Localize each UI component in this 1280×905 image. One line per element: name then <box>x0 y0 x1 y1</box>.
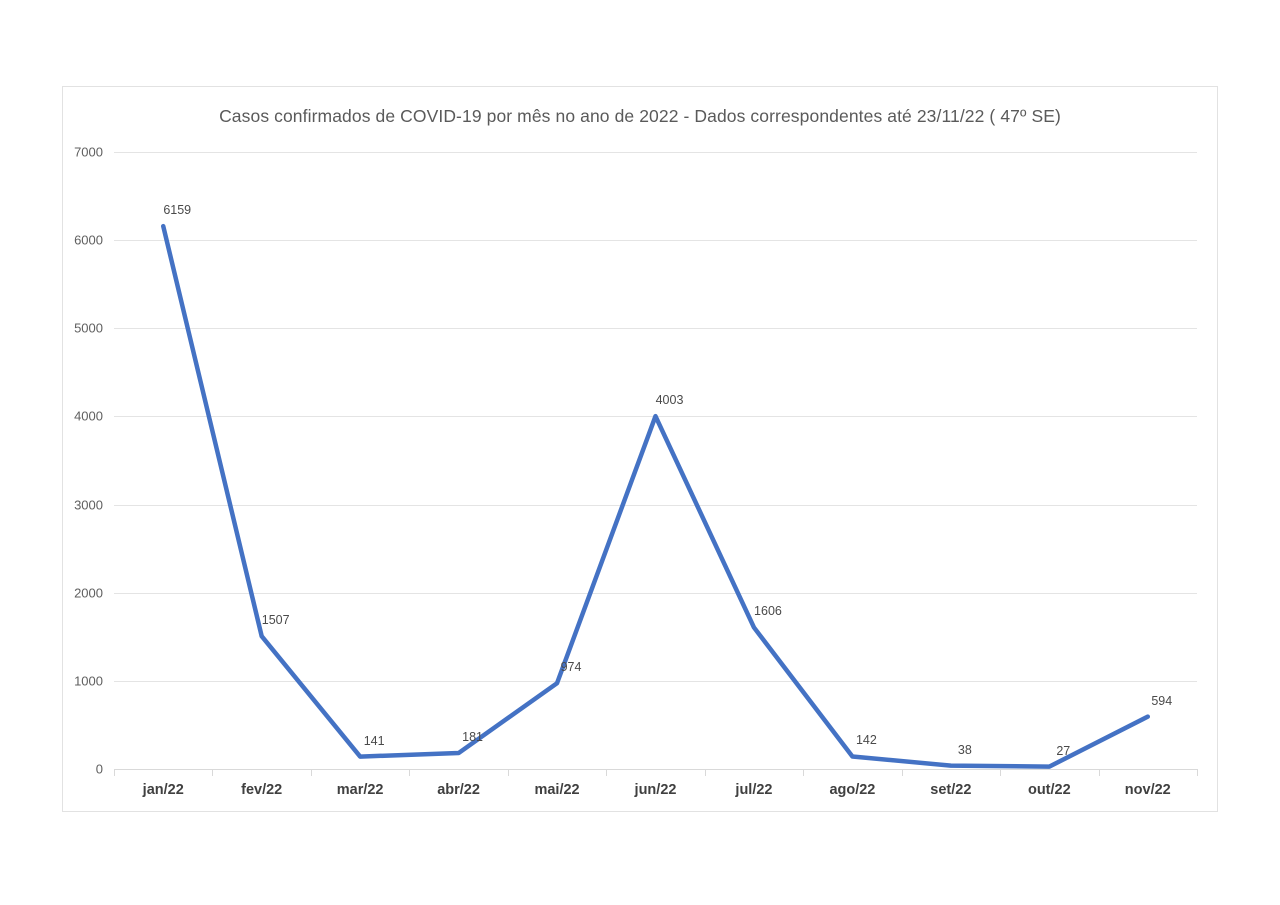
series-line-covid-cases <box>160 223 1151 769</box>
gridline <box>114 152 1197 153</box>
plot-area: 0 1000 2000 3000 4000 5000 6000 7000 jan/22 fev/… <box>74 145 1198 798</box>
x-axis-tick-label: set/22 <box>930 782 972 798</box>
gridline <box>114 769 1197 770</box>
data-point-label: 6159 <box>163 203 192 218</box>
chart-title: Casos confirmados de COVID-19 por mês no… <box>219 106 1061 126</box>
data-point-label: 142 <box>855 733 877 748</box>
x-axis-tick-label: jun/22 <box>634 782 677 798</box>
data-point-label: 27 <box>1056 743 1071 758</box>
x-axis-tick <box>409 769 411 776</box>
x-axis-tick <box>803 769 805 776</box>
x-axis-tick <box>1000 769 1002 776</box>
gridline <box>114 680 1197 682</box>
x-axis-tick <box>507 769 509 776</box>
data-point-label: 594 <box>1151 693 1173 708</box>
x-axis-tick-label: mar/22 <box>336 782 384 798</box>
data-point-label: 1507 <box>261 613 290 628</box>
x-axis-tick-label: jan/22 <box>142 782 184 798</box>
data-point-label: 974 <box>560 660 582 675</box>
data-point-label: 181 <box>462 730 484 745</box>
y-axis-tick-label: 3000 <box>74 497 103 513</box>
x-axis-tick-label: mai/22 <box>534 782 580 798</box>
x-axis-tick-label: jul/22 <box>735 782 773 798</box>
x-axis-tick-label: nov/22 <box>1124 782 1171 798</box>
x-axis-tick <box>704 769 706 776</box>
x-axis-tick-label: out/22 <box>1027 782 1071 798</box>
data-point-label: 4003 <box>655 393 684 408</box>
y-axis-tick-label: 7000 <box>74 144 103 160</box>
gridline <box>114 328 1197 330</box>
x-axis-tick <box>901 769 903 776</box>
data-point-label: 38 <box>957 742 972 757</box>
x-axis-tick-label: ago/22 <box>829 782 876 798</box>
y-axis-tick-label: 6000 <box>74 232 103 248</box>
y-axis-tick-label: 4000 <box>74 408 103 424</box>
gridline <box>114 592 1197 594</box>
x-axis-tick-label: fev/22 <box>241 782 283 798</box>
series-polyline <box>160 223 1151 769</box>
x-axis-tick <box>310 769 312 776</box>
x-axis-tick-label: abr/22 <box>437 782 480 798</box>
y-axis-tick-label: 1000 <box>74 673 103 689</box>
x-axis-tick <box>606 769 608 776</box>
x-axis-tick <box>1098 769 1100 776</box>
chart-container: Casos confirmados de COVID-19 por mês no… <box>62 86 1218 812</box>
x-axis-tick <box>114 769 115 776</box>
y-axis-tick-label: 2000 <box>74 585 103 601</box>
y-axis-tick-label: 0 <box>95 761 103 777</box>
data-point-label: 1606 <box>754 604 782 619</box>
y-axis-tick-label: 5000 <box>74 320 103 336</box>
x-axis-tick <box>1197 769 1198 776</box>
gridline <box>114 240 1197 242</box>
data-point-label: 141 <box>363 733 385 748</box>
x-axis-tick <box>212 769 214 776</box>
gridline <box>114 504 1197 506</box>
